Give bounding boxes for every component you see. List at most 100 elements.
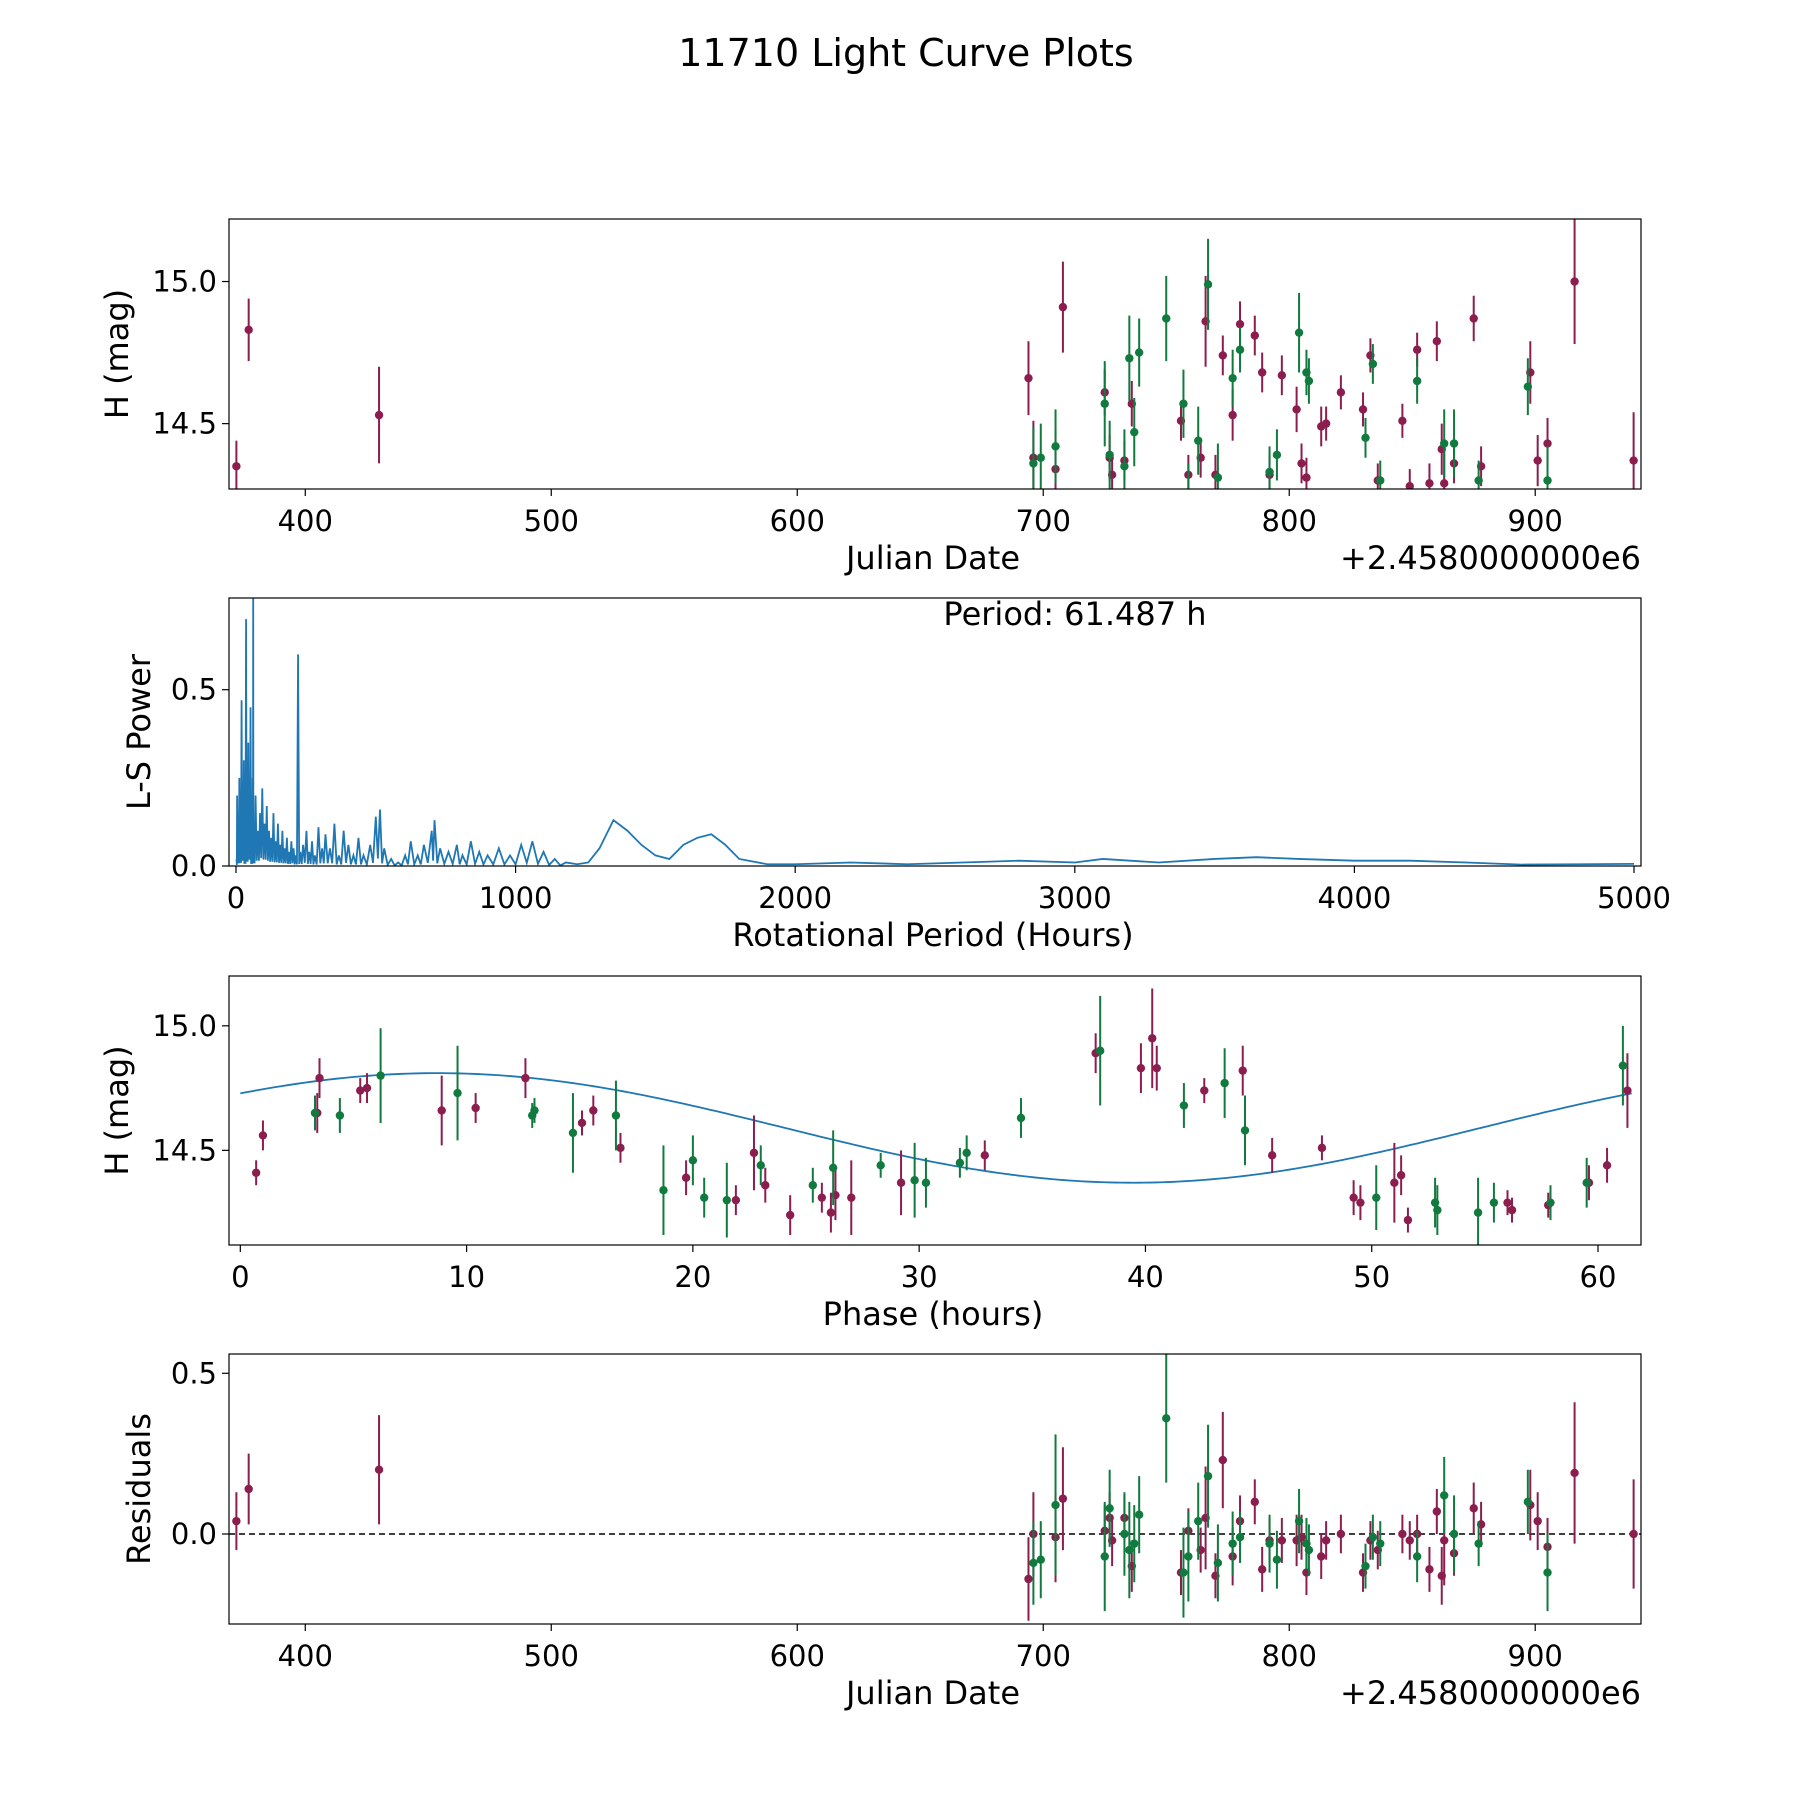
x-tick-label: 60 — [1580, 1260, 1617, 1294]
data-point — [1036, 1555, 1045, 1564]
data-point — [1051, 1500, 1060, 1510]
data-point — [980, 1151, 989, 1160]
data-point — [1474, 476, 1483, 485]
data-point — [577, 1118, 587, 1128]
periodogram-line — [235, 598, 1635, 866]
data-point — [1277, 1536, 1287, 1545]
y-axis-label: H (mag) — [98, 1045, 136, 1175]
data-point — [1449, 1529, 1459, 1539]
data-point — [699, 1193, 709, 1202]
x-tick-label: 900 — [1508, 1639, 1563, 1673]
y-tick-label: 0.5 — [171, 673, 217, 707]
data-point — [955, 1158, 965, 1168]
data-point — [1105, 1504, 1114, 1513]
data-point — [756, 1161, 765, 1170]
y-tick-label: 15.0 — [152, 1009, 217, 1043]
data-point — [1425, 479, 1434, 488]
series-r — [251, 988, 1632, 1236]
y-tick-label: 15.0 — [152, 265, 217, 299]
data-point — [356, 1086, 365, 1095]
series-r — [232, 1402, 1638, 1621]
data-point — [1218, 1455, 1228, 1465]
x-tick-label: 400 — [278, 504, 333, 538]
y-axis-label: Residuals — [120, 1413, 158, 1565]
data-point — [1179, 399, 1188, 408]
model-curve — [240, 1072, 1632, 1184]
data-point — [1304, 376, 1314, 386]
data-point — [1292, 405, 1301, 414]
data-point — [1203, 1471, 1213, 1481]
data-point — [1162, 314, 1171, 323]
data-point — [749, 1148, 759, 1158]
data-point — [1294, 328, 1304, 337]
x-tick-label: 900 — [1508, 504, 1563, 538]
data-point — [1152, 1063, 1161, 1073]
data-point — [876, 1161, 885, 1170]
data-point — [1250, 1497, 1259, 1507]
data-point — [1321, 1536, 1331, 1545]
x-tick-label: 700 — [1016, 1639, 1071, 1673]
data-point — [910, 1176, 919, 1185]
data-point — [1029, 1558, 1038, 1568]
data-point — [1358, 405, 1368, 414]
x-tick-label: 500 — [524, 504, 579, 538]
x-tick-label: 800 — [1262, 504, 1317, 538]
plot-area — [232, 219, 1638, 489]
data-point — [761, 1181, 770, 1190]
x-offset-text: +2.4580000000e6 — [1340, 1674, 1641, 1712]
data-point — [1372, 1193, 1381, 1202]
data-point — [244, 325, 253, 335]
data-point — [1361, 1561, 1370, 1571]
data-point — [1317, 1143, 1327, 1153]
data-point — [1125, 1545, 1134, 1555]
data-point — [1336, 388, 1346, 397]
data-point — [1194, 436, 1203, 445]
x-axis-label: Phase (hours) — [823, 1295, 1044, 1333]
data-point — [1203, 280, 1213, 289]
data-point — [374, 1465, 384, 1474]
data-point — [453, 1088, 462, 1098]
x-tick-label: 0 — [227, 881, 245, 915]
axes-frame — [228, 218, 1642, 490]
data-point — [1432, 337, 1442, 346]
data-point — [1120, 1529, 1129, 1539]
data-point — [1412, 376, 1422, 386]
data-point — [437, 1106, 446, 1115]
data-point — [568, 1128, 578, 1138]
plot-area — [235, 598, 1635, 866]
x-tick-label: 40 — [1127, 1260, 1164, 1294]
data-point — [1130, 1539, 1139, 1548]
x-tick-label: 20 — [674, 1260, 711, 1294]
plot-area — [229, 1354, 1641, 1621]
data-point — [1265, 467, 1274, 477]
data-point — [1405, 1536, 1414, 1545]
data-point — [1473, 1208, 1483, 1217]
x-tick-label: 5000 — [1597, 881, 1671, 915]
data-point — [1376, 476, 1385, 485]
data-point — [1130, 427, 1139, 437]
data-point — [1095, 1046, 1105, 1055]
data-point — [1440, 479, 1449, 488]
data-point — [1570, 1468, 1579, 1478]
data-point — [1582, 1178, 1591, 1187]
data-point — [1105, 450, 1114, 460]
x-tick-label: 4000 — [1317, 881, 1391, 915]
data-point — [1294, 1516, 1304, 1526]
data-point — [471, 1103, 480, 1113]
x-tick-label: 0 — [231, 1260, 249, 1294]
data-point — [1304, 1545, 1314, 1555]
data-point — [1474, 1539, 1483, 1548]
data-point — [1228, 410, 1237, 420]
data-point — [1336, 1529, 1346, 1539]
data-point — [1213, 1558, 1223, 1568]
data-point — [1533, 456, 1542, 465]
data-point — [611, 1111, 621, 1120]
data-point — [722, 1195, 732, 1205]
data-point — [1403, 1215, 1413, 1225]
data-point — [731, 1195, 741, 1205]
data-point — [1277, 371, 1287, 380]
data-point — [1179, 1101, 1189, 1110]
data-point — [1523, 1497, 1533, 1507]
series-g — [1029, 238, 1552, 489]
